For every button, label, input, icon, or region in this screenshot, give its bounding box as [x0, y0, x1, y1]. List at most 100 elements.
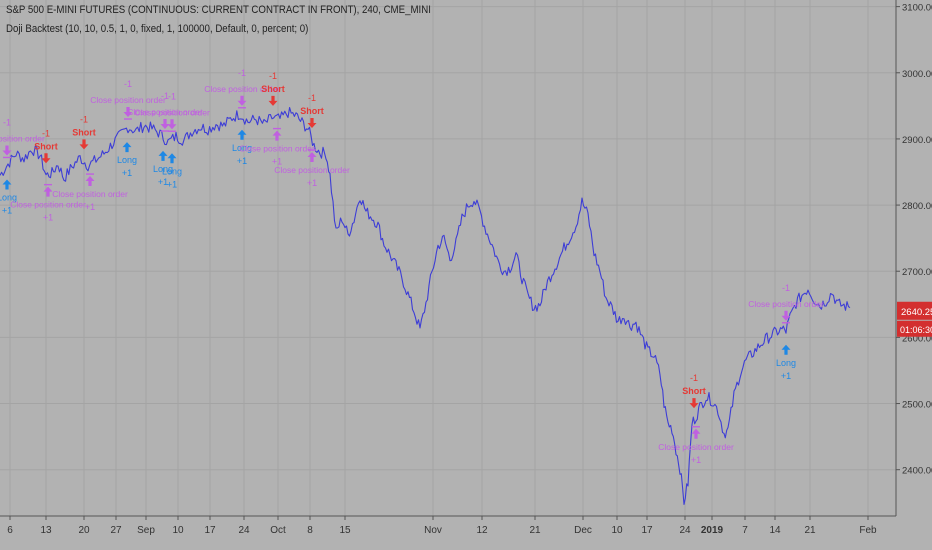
short-entry-label: Short: [72, 127, 96, 137]
short-entry-label: Short: [34, 141, 58, 151]
x-tick-label: 10: [611, 525, 623, 536]
y-tick-label: 2800.00: [902, 201, 932, 212]
close-position-arrow-icon: [160, 119, 170, 130]
short-entry-arrow-icon: [79, 139, 89, 150]
bar-countdown: 01:06:30: [900, 325, 932, 335]
long-entry-label: Long: [232, 143, 252, 153]
close-position-label: Close position order: [10, 200, 86, 210]
long-entry-label: Long: [0, 192, 17, 202]
close-position-arrow-icon: [691, 428, 701, 439]
x-tick-label: Nov: [424, 525, 442, 536]
short-entry-qty: -1: [42, 128, 50, 138]
long-entry-arrow-icon: [122, 142, 132, 153]
close-position-arrow-icon: [307, 152, 317, 163]
x-tick-label: 24: [238, 525, 250, 536]
last-price-value: 2640.25: [901, 307, 932, 318]
short-entry-arrow-icon: [268, 95, 278, 106]
x-tick-label: 6: [7, 525, 13, 536]
close-position-arrow-icon: [85, 176, 95, 187]
close-position-label: Close position order: [274, 165, 350, 175]
symbol-title: S&P 500 E-MINI FUTURES (CONTINUOUS: CURR…: [6, 4, 431, 16]
close-position-arrow-icon: [237, 95, 247, 106]
x-tick-label: 7: [742, 525, 748, 536]
y-tick-label: 3000.00: [902, 69, 932, 80]
close-position-label: Close position order: [90, 95, 166, 105]
close-position-arrow-icon: [123, 107, 133, 118]
grid: [0, 0, 896, 516]
x-tick-label: 21: [529, 525, 541, 536]
close-position-label: Close position order: [134, 107, 210, 117]
long-entry-arrow-icon: [237, 129, 247, 140]
x-tick-label: 14: [769, 525, 781, 536]
last-price-tag: [897, 301, 932, 320]
x-tick-label: Oct: [270, 525, 286, 536]
long-entry-arrow-icon: [167, 153, 177, 164]
x-tick-label: 17: [641, 525, 653, 536]
short-entry-arrow-icon: [307, 118, 317, 129]
close-position-qty: -1: [168, 91, 176, 101]
study-legend[interactable]: Doji Backtest (10, 10, 0.5, 1, 0, fixed,…: [6, 23, 309, 35]
y-tick-label: 3100.00: [902, 3, 932, 14]
long-entry-arrow-icon: [158, 150, 168, 161]
close-position-label: Close position order: [658, 442, 734, 452]
short-entry-qty: -1: [80, 114, 88, 124]
x-tick-label: 10: [172, 525, 184, 536]
long-entry-label: Long: [776, 358, 796, 368]
close-position-qty: -1: [3, 117, 11, 127]
close-position-arrow-icon: [2, 145, 12, 156]
x-tick-label: 12: [476, 525, 488, 536]
short-entry-label: Short: [300, 106, 324, 116]
long-entry-qty: +1: [167, 179, 177, 189]
close-position-qty: -1: [124, 79, 132, 89]
short-entry-label: Short: [682, 386, 706, 396]
short-entry-qty: -1: [269, 71, 277, 81]
close-position-qty: +1: [691, 455, 701, 465]
close-position-label: Close position order: [204, 84, 280, 94]
close-position-arrow-icon: [167, 119, 177, 130]
x-tick-label: 17: [204, 525, 216, 536]
y-tick-label: 2600.00: [902, 333, 932, 344]
close-position-qty: +1: [307, 178, 317, 188]
x-tick-label: 2019: [701, 525, 724, 536]
x-tick-label: 13: [40, 525, 52, 536]
close-position-qty: -1: [238, 68, 246, 78]
short-entry-arrow-icon: [689, 398, 699, 409]
x-tick-label: 21: [804, 525, 816, 536]
countdown-tag: [897, 320, 932, 337]
long-entry-qty: +1: [122, 168, 132, 178]
x-tick-label: Feb: [859, 525, 877, 536]
close-position-arrow-icon: [43, 186, 53, 197]
x-tick-label: 15: [339, 525, 351, 536]
close-position-qty: +1: [43, 213, 53, 223]
x-tick-label: 20: [78, 525, 90, 536]
short-entry-label: Short: [261, 84, 285, 94]
short-entry-qty: -1: [308, 93, 316, 103]
close-position-qty: -1: [782, 283, 790, 293]
short-entry-qty: -1: [690, 373, 698, 383]
short-entry-arrow-icon: [41, 153, 51, 164]
close-position-arrow-icon: [781, 310, 791, 321]
long-entry-arrow-icon: [2, 179, 12, 190]
long-entry-qty: +1: [781, 371, 791, 381]
close-position-label: Close position order: [748, 299, 824, 309]
long-entry-label: Long: [153, 164, 173, 174]
close-position-label: Close position order: [127, 107, 203, 117]
x-tick-label: 8: [307, 525, 313, 536]
close-position-qty: +1: [272, 157, 282, 167]
long-entry-qty: +1: [2, 205, 12, 215]
x-tick-label: 24: [679, 525, 691, 536]
price-series-line: [0, 106, 851, 505]
close-position-qty: -1: [161, 91, 169, 101]
x-tick-label: Dec: [574, 525, 592, 536]
close-position-label: Close position order: [239, 144, 315, 154]
x-tick-label: Sep: [137, 525, 155, 536]
x-tick-label: 27: [110, 525, 122, 536]
y-tick-label: 2400.00: [902, 466, 932, 477]
y-tick-label: 2500.00: [902, 400, 932, 411]
long-entry-qty: +1: [237, 156, 247, 166]
y-tick-label: 2900.00: [902, 135, 932, 146]
close-position-qty: +1: [85, 202, 95, 212]
long-entry-qty: +1: [158, 177, 168, 187]
